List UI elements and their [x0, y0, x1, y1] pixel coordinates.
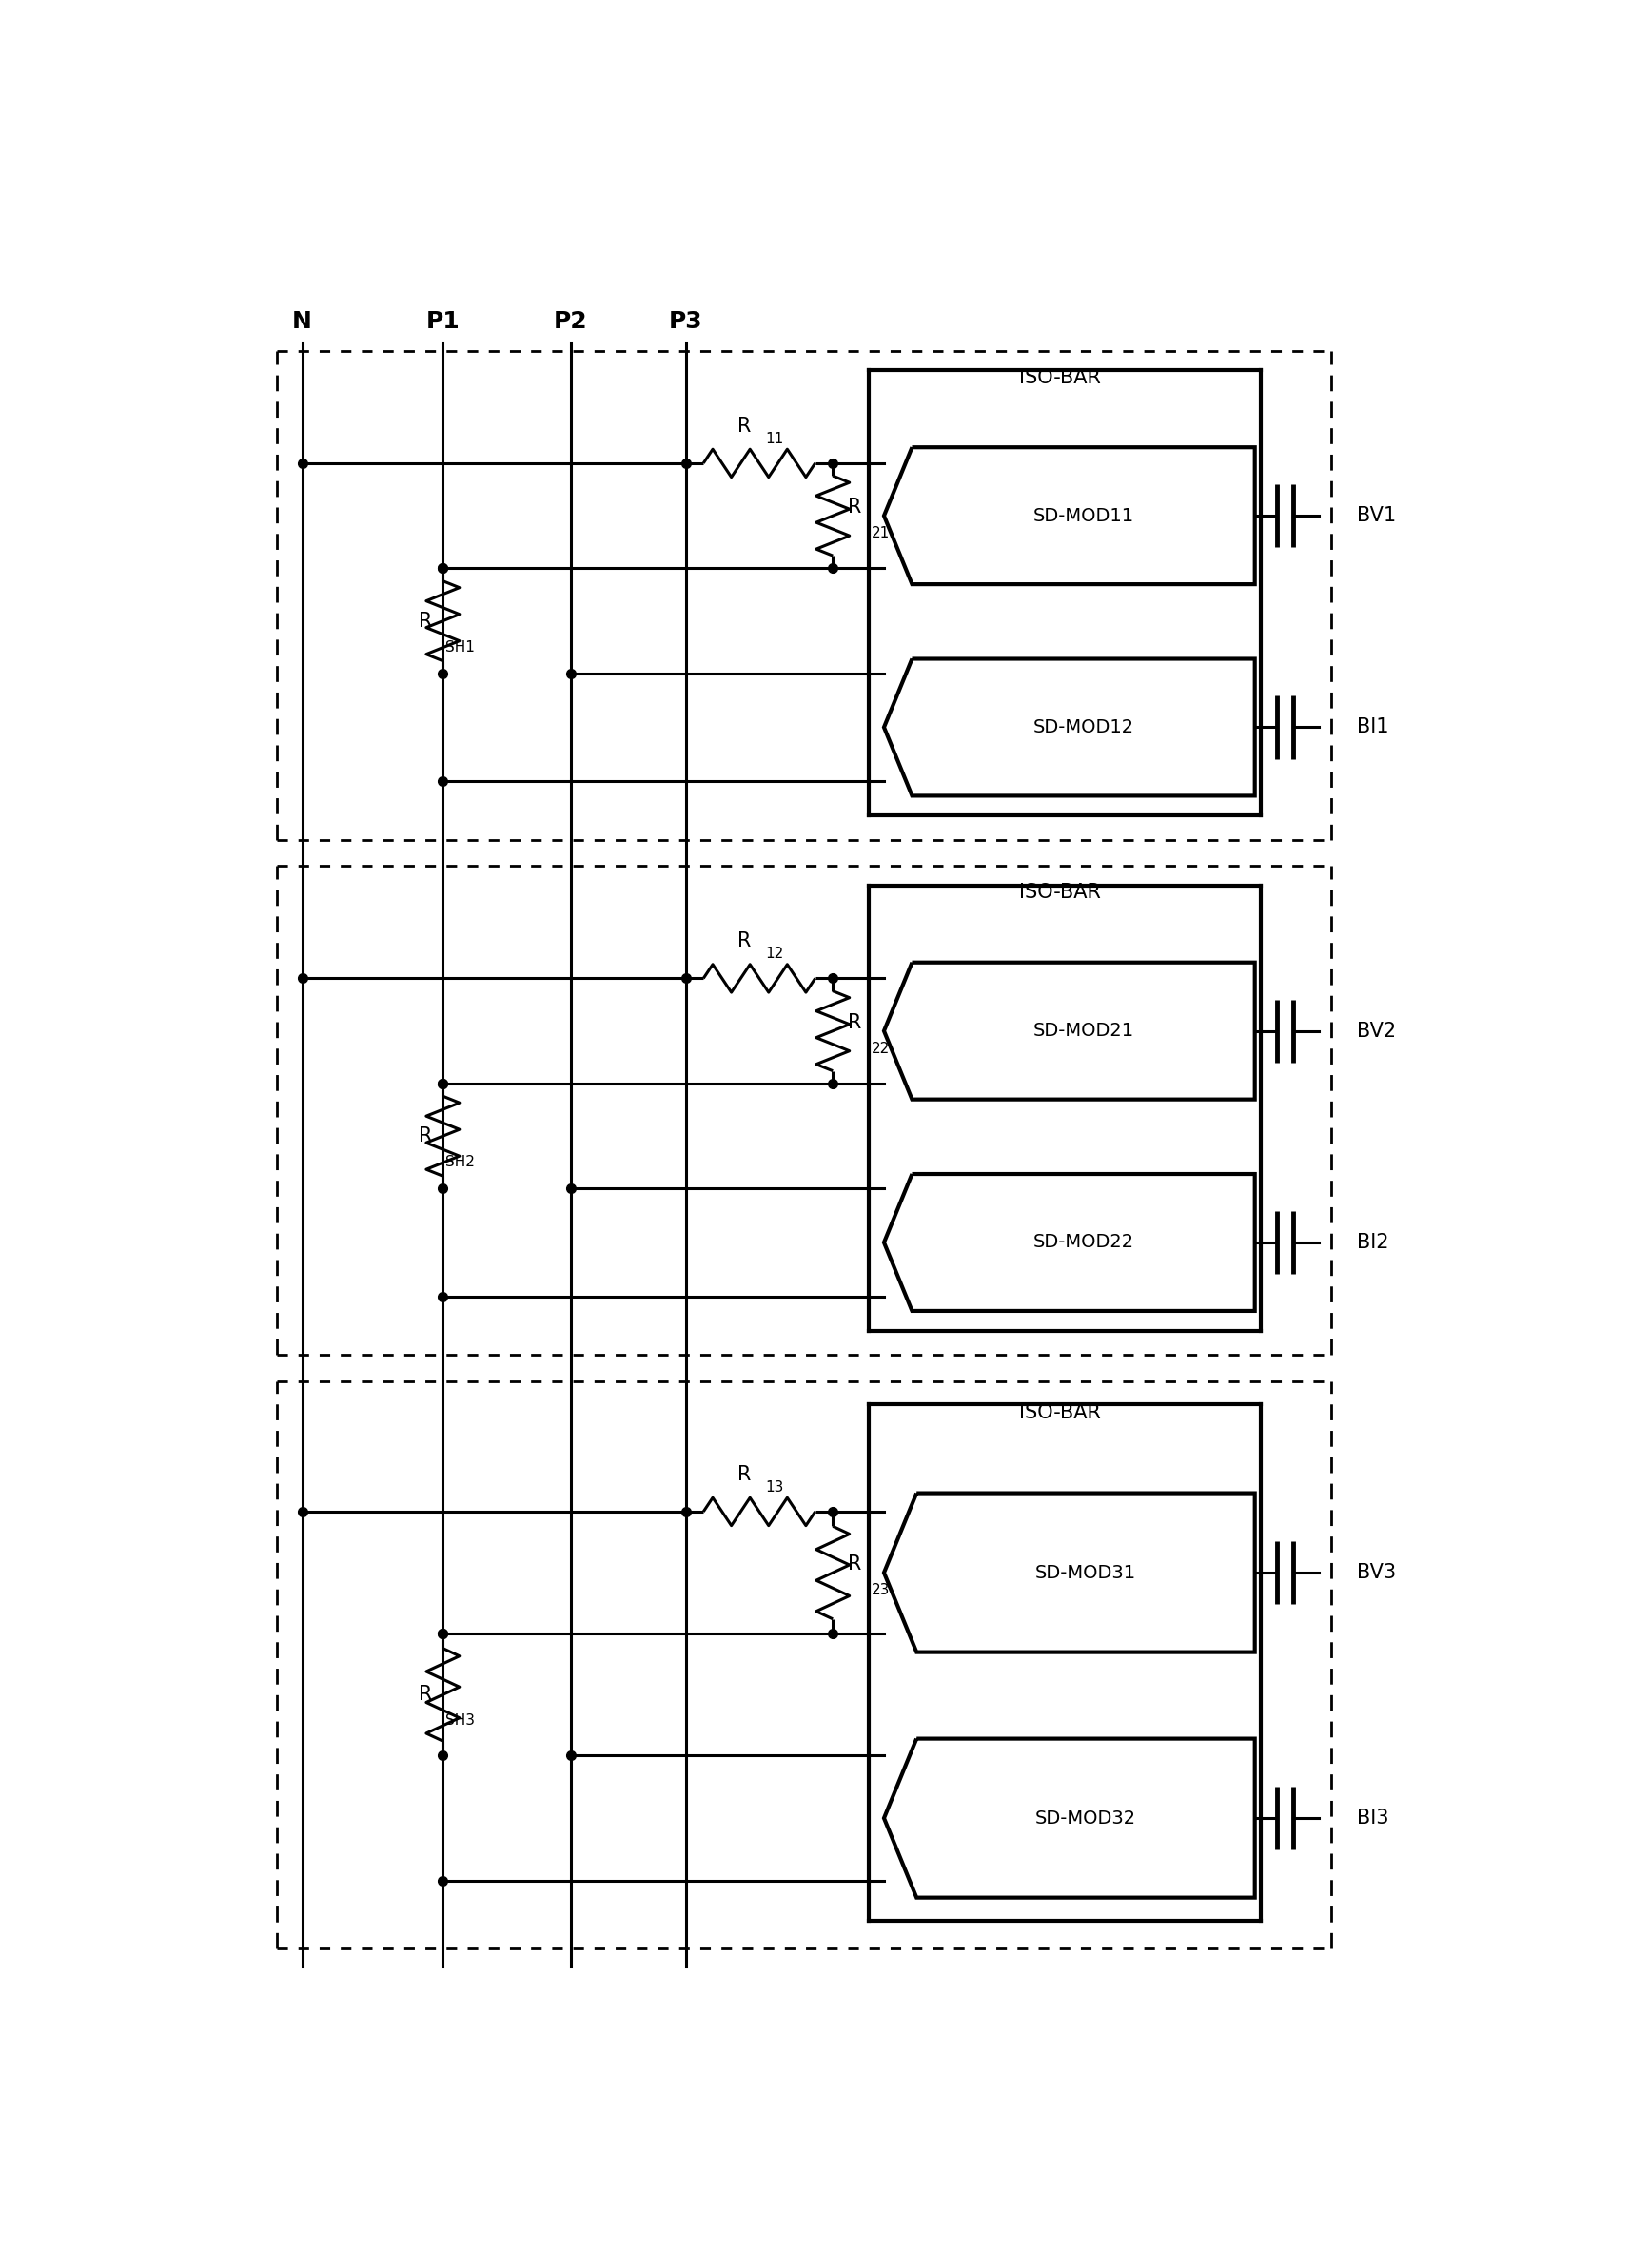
Text: R: R — [848, 497, 861, 517]
Text: BV1: BV1 — [1358, 506, 1396, 526]
Text: BV2: BV2 — [1358, 1021, 1396, 1041]
Text: SD-MOD22: SD-MOD22 — [1033, 1234, 1134, 1252]
Text: SD-MOD31: SD-MOD31 — [1035, 1563, 1137, 1581]
Text: SD-MOD21: SD-MOD21 — [1033, 1023, 1134, 1041]
Text: ISO-BAR: ISO-BAR — [1020, 882, 1101, 903]
Text: ISO-BAR: ISO-BAR — [1020, 1404, 1101, 1422]
Text: ISO-BAR: ISO-BAR — [1020, 367, 1101, 388]
Text: SH3: SH3 — [446, 1715, 475, 1728]
Text: R: R — [738, 417, 751, 435]
Text: P1: P1 — [426, 311, 460, 333]
Text: R: R — [738, 1465, 751, 1483]
Text: P2: P2 — [554, 311, 587, 333]
Text: 13: 13 — [766, 1481, 784, 1495]
Text: R: R — [419, 1685, 432, 1703]
Text: R: R — [419, 1127, 432, 1145]
Text: P3: P3 — [668, 311, 703, 333]
Text: N: N — [292, 311, 312, 333]
Text: R: R — [419, 612, 432, 631]
Text: BV3: BV3 — [1358, 1563, 1396, 1583]
Text: BI1: BI1 — [1358, 717, 1389, 737]
Text: R: R — [738, 932, 751, 950]
Text: R: R — [848, 1554, 861, 1574]
Text: SD-MOD12: SD-MOD12 — [1033, 719, 1134, 737]
Text: SH1: SH1 — [446, 640, 475, 653]
Text: R: R — [848, 1014, 861, 1032]
Text: BI2: BI2 — [1358, 1234, 1389, 1252]
Text: 11: 11 — [766, 431, 784, 447]
Text: SD-MOD32: SD-MOD32 — [1035, 1810, 1137, 1828]
Text: SD-MOD11: SD-MOD11 — [1033, 506, 1134, 524]
Text: 22: 22 — [871, 1041, 889, 1055]
Text: 21: 21 — [871, 526, 889, 540]
Text: BI3: BI3 — [1358, 1808, 1389, 1828]
Text: 23: 23 — [871, 1583, 889, 1597]
Text: 12: 12 — [766, 946, 784, 962]
Text: SH2: SH2 — [446, 1154, 475, 1170]
